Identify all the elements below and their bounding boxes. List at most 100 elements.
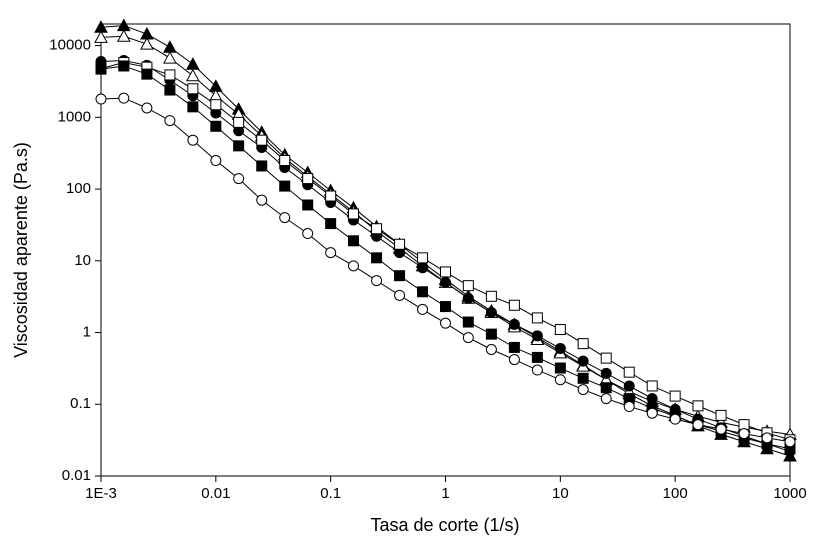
point	[141, 102, 153, 114]
point	[440, 276, 451, 288]
point	[163, 51, 177, 64]
point	[646, 393, 658, 405]
y-tick-label: 0.01	[62, 467, 91, 484]
x-axis-title: Tasa de corte (1/s)	[370, 515, 519, 535]
point	[440, 301, 451, 313]
point	[738, 428, 750, 440]
y-tick-label: 1	[83, 324, 91, 341]
point	[623, 401, 635, 413]
point	[187, 83, 199, 95]
y-tick-label: 1000	[58, 108, 91, 125]
point	[325, 218, 337, 230]
point	[347, 235, 359, 247]
point	[531, 312, 543, 324]
point	[394, 270, 406, 282]
y-tick-label: 10	[74, 252, 91, 269]
point	[233, 140, 245, 152]
point	[784, 436, 796, 448]
series-line	[100, 59, 791, 452]
series-line	[100, 35, 791, 435]
point	[462, 316, 474, 328]
point	[116, 18, 131, 32]
point	[371, 223, 383, 235]
point	[233, 116, 245, 128]
point	[508, 299, 520, 311]
plot-frame	[100, 23, 791, 477]
point	[95, 93, 107, 105]
point	[118, 60, 130, 72]
point	[141, 68, 153, 80]
point	[325, 247, 337, 259]
point	[118, 92, 130, 104]
point	[210, 155, 222, 167]
point	[623, 380, 635, 392]
point	[577, 355, 589, 367]
point	[692, 400, 704, 412]
point	[164, 69, 176, 81]
point	[715, 423, 727, 435]
y-tick-label: 0.1	[70, 395, 91, 412]
series-line	[100, 65, 791, 450]
point	[600, 393, 612, 405]
point	[554, 324, 566, 336]
point	[417, 252, 429, 264]
point	[95, 63, 107, 75]
y-tick-label: 100	[66, 180, 91, 197]
point	[508, 354, 520, 366]
point	[256, 134, 268, 146]
point	[279, 180, 291, 192]
point	[210, 99, 222, 111]
point	[279, 155, 291, 167]
point	[279, 212, 291, 224]
series-line	[100, 62, 791, 441]
point	[325, 190, 337, 202]
point	[554, 374, 566, 386]
point	[531, 351, 543, 363]
point	[669, 390, 681, 402]
point	[186, 68, 200, 82]
point	[116, 29, 131, 42]
y-tick-label: 10000	[49, 37, 91, 54]
point	[140, 37, 154, 50]
point	[646, 380, 658, 392]
point	[577, 372, 589, 384]
x-tick-label: 0.1	[320, 485, 341, 502]
x-tick-label: 10	[552, 485, 569, 502]
series-line	[100, 25, 791, 457]
x-tick-label: 100	[663, 485, 688, 502]
point	[347, 260, 359, 272]
point	[233, 173, 245, 185]
point	[417, 286, 429, 298]
point	[417, 262, 429, 274]
point	[692, 419, 704, 431]
point	[440, 317, 451, 329]
point	[508, 318, 520, 330]
point	[394, 289, 406, 301]
point	[302, 228, 314, 240]
point	[164, 115, 176, 127]
point	[646, 407, 658, 419]
point	[600, 352, 612, 364]
point	[256, 160, 268, 172]
point	[94, 30, 108, 43]
point	[164, 84, 176, 96]
point	[485, 307, 497, 319]
point	[623, 366, 635, 378]
point	[163, 40, 177, 53]
point	[210, 120, 222, 132]
point	[302, 199, 314, 211]
x-tick-label: 1	[441, 485, 449, 502]
point	[485, 290, 497, 302]
point	[669, 413, 681, 425]
y-axis-title: Viscosidad aparente (Pa.s)	[11, 142, 31, 358]
x-tick-label: 0.01	[201, 485, 230, 502]
point	[462, 292, 474, 304]
point	[186, 57, 200, 70]
point	[394, 238, 406, 250]
point	[554, 362, 566, 374]
point	[508, 341, 520, 353]
point	[371, 252, 383, 264]
point	[715, 409, 727, 421]
point	[577, 338, 589, 350]
point	[485, 344, 497, 356]
